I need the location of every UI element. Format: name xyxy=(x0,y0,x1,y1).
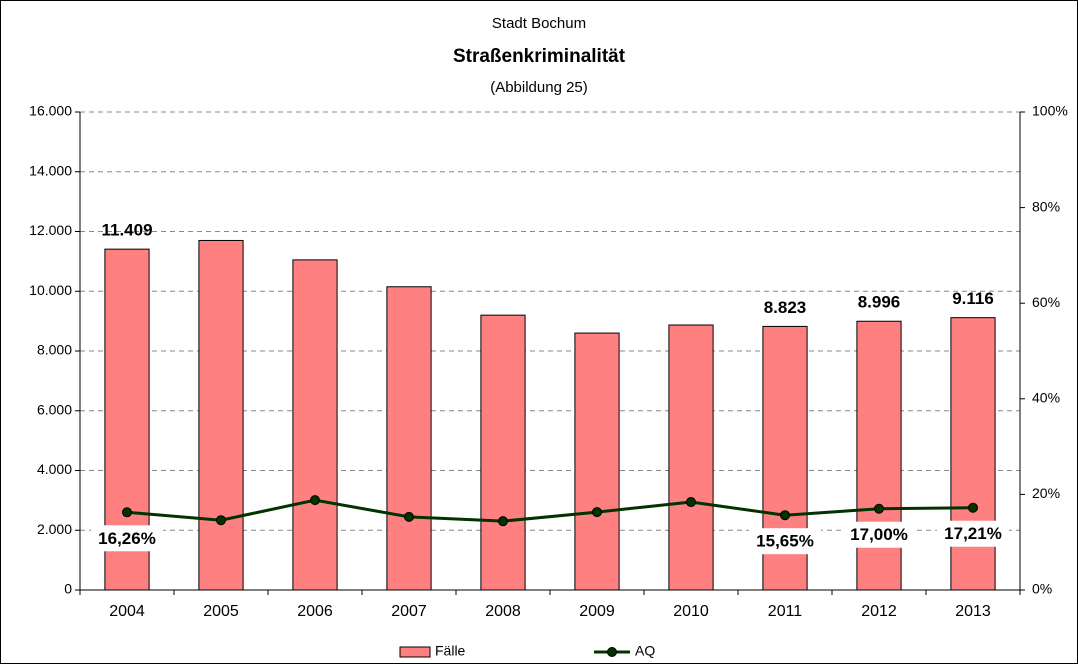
legend-label: Fälle xyxy=(435,643,466,659)
y2-tick-label: 80% xyxy=(1032,198,1060,214)
bar xyxy=(574,332,620,591)
bar xyxy=(668,324,714,591)
bar-value-label: 11.409 xyxy=(101,221,152,240)
y-tick-label: 14.000 xyxy=(29,162,72,178)
line-marker xyxy=(122,507,132,518)
bar xyxy=(386,286,432,591)
line-value-label: 16,26% xyxy=(98,529,156,548)
bar-value-label: 8.996 xyxy=(858,293,901,312)
x-tick-label: 2011 xyxy=(768,603,803,620)
y2-tick-label: 40% xyxy=(1032,390,1060,406)
x-tick-label: 2007 xyxy=(391,603,427,620)
line xyxy=(126,498,974,523)
line-marker xyxy=(498,516,508,527)
line-marker xyxy=(780,510,790,521)
y-tick-label: 10.000 xyxy=(29,282,72,298)
bar xyxy=(480,314,526,591)
line-marker xyxy=(404,511,414,522)
label-background xyxy=(843,521,915,548)
line-marker xyxy=(968,502,978,513)
y2-tick-label: 100% xyxy=(1032,103,1068,119)
legend-label: AQ xyxy=(635,643,655,659)
label-background xyxy=(91,525,163,552)
legend-marker xyxy=(607,647,617,657)
legend-swatch xyxy=(399,646,431,658)
x-tick-label: 2008 xyxy=(485,603,521,620)
y-tick-label: 12.000 xyxy=(29,222,72,238)
line-value-label: 17,21% xyxy=(944,524,1002,543)
y2-tick-label: 20% xyxy=(1032,485,1060,501)
annotation: (Abbildung 25) xyxy=(490,79,588,96)
line-value-label: 15,65% xyxy=(756,532,814,551)
line-value-label: 17,00% xyxy=(850,525,908,544)
y-tick-label: 4.000 xyxy=(37,461,72,477)
label-background xyxy=(937,520,1009,547)
x-tick-label: 2013 xyxy=(955,603,991,620)
line-marker xyxy=(310,495,320,506)
y-tick-label: 6.000 xyxy=(37,401,72,417)
x-tick-label: 2010 xyxy=(673,603,709,620)
x-tick-label: 2004 xyxy=(109,603,145,620)
line-marker xyxy=(874,503,884,514)
y-tick-label: 2.000 xyxy=(37,521,72,537)
x-tick-label: 2005 xyxy=(203,603,239,620)
y-tick-label: 16.000 xyxy=(29,103,72,119)
bar xyxy=(950,317,996,591)
line-marker xyxy=(216,515,226,526)
label-background xyxy=(749,528,821,555)
bar-value-label: 8.823 xyxy=(764,298,807,317)
x-tick-label: 2012 xyxy=(861,603,897,620)
x-tick-label: 2006 xyxy=(297,603,333,620)
x-tick-label: 2009 xyxy=(579,603,615,620)
y-tick-label: 0 xyxy=(64,581,72,597)
line-marker xyxy=(592,507,602,518)
chart-title: Straßenkriminalität xyxy=(453,46,626,67)
bar xyxy=(856,320,902,591)
y2-tick-label: 60% xyxy=(1032,294,1060,310)
bar-value-label: 9.116 xyxy=(952,289,994,308)
y-tick-label: 8.000 xyxy=(37,342,72,358)
bar xyxy=(292,259,338,591)
line-marker xyxy=(686,497,696,508)
bar xyxy=(198,239,244,591)
y2-tick-label: 0% xyxy=(1032,581,1052,597)
chart-subtitle: Stadt Bochum xyxy=(492,15,586,32)
